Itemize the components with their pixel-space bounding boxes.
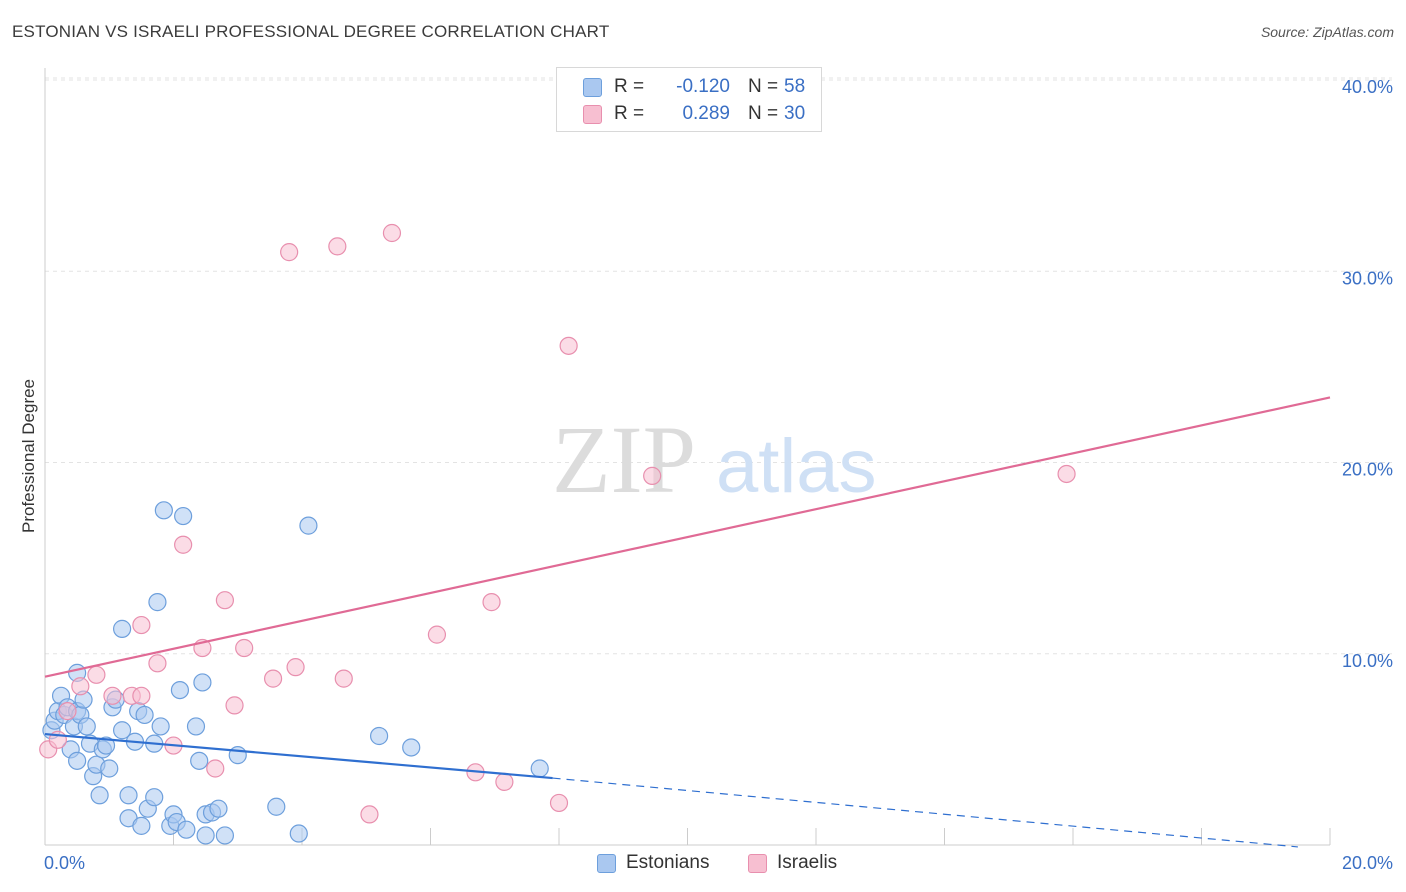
estonian-point bbox=[289, 824, 308, 843]
israeli-point bbox=[482, 593, 501, 612]
israeli-point bbox=[263, 669, 283, 688]
estonian-point bbox=[186, 717, 206, 736]
estonian-point bbox=[119, 786, 138, 805]
estonian-point bbox=[209, 799, 228, 818]
legend-row-israelis: R = 0.289 N = 30 bbox=[583, 101, 805, 127]
israeli-point bbox=[132, 615, 151, 635]
israeli-point bbox=[58, 702, 77, 721]
israeli-point bbox=[215, 591, 234, 610]
estonian-point bbox=[148, 593, 167, 612]
y-axis-title: Professional Degree bbox=[19, 379, 38, 533]
r-label: R = bbox=[614, 76, 645, 97]
estonian-point bbox=[402, 738, 421, 757]
watermark-atlas: atlas bbox=[716, 424, 877, 509]
estonian-point bbox=[196, 826, 215, 845]
estonian-point bbox=[96, 736, 116, 755]
x-tick-label: 0.0% bbox=[44, 853, 85, 873]
israelis-trend-line bbox=[44, 396, 1331, 678]
estonian-point bbox=[145, 788, 164, 807]
y-tick-label: 10.0% bbox=[1342, 651, 1393, 671]
legend-item-israelis[interactable]: Israelis bbox=[748, 852, 837, 874]
estonian-point bbox=[193, 673, 212, 692]
grid-layer bbox=[45, 77, 1392, 655]
estonians-swatch bbox=[597, 853, 616, 873]
x-tick-label: 20.0% bbox=[1342, 853, 1393, 873]
n-label: N = bbox=[748, 103, 779, 124]
estonians-trend-line bbox=[44, 732, 553, 780]
y-tick-label: 20.0% bbox=[1342, 460, 1393, 480]
israeli-point bbox=[334, 669, 353, 688]
estonian-point bbox=[174, 506, 193, 526]
estonian-point bbox=[90, 786, 109, 805]
israeli-point bbox=[1057, 464, 1076, 484]
y-tick-label: 30.0% bbox=[1342, 268, 1393, 288]
n-value: 30 bbox=[784, 103, 806, 124]
r-label: R = bbox=[614, 103, 645, 124]
israeli-point bbox=[427, 625, 447, 644]
estonians-trend-extension bbox=[552, 777, 1298, 848]
estonian-point bbox=[299, 516, 318, 535]
estonian-point bbox=[112, 721, 132, 740]
estonian-point bbox=[77, 717, 96, 736]
n-label: N = bbox=[748, 76, 779, 97]
legend-item-estonians[interactable]: Estonians bbox=[597, 852, 709, 874]
estonian-point bbox=[530, 759, 549, 778]
estonians-swatch bbox=[583, 77, 602, 97]
israeli-point bbox=[103, 686, 122, 705]
estonian-point bbox=[68, 751, 87, 770]
israeli-point bbox=[328, 237, 347, 256]
r-value: 0.289 bbox=[682, 103, 730, 124]
trend-layer bbox=[44, 396, 1331, 848]
estonian-point bbox=[267, 797, 286, 816]
israeli-point bbox=[225, 696, 244, 715]
stats-legend: R = -0.120 N = 58 R = 0.289 N = 30 bbox=[556, 67, 822, 132]
israeli-point bbox=[286, 658, 305, 677]
watermark: ZIP atlas bbox=[552, 406, 877, 513]
israeli-point bbox=[559, 336, 578, 355]
israeli-point bbox=[495, 772, 514, 791]
r-value: -0.120 bbox=[676, 76, 730, 97]
estonian-point bbox=[151, 717, 170, 736]
estonian-point bbox=[215, 826, 234, 845]
estonian-point bbox=[132, 816, 151, 835]
israeli-point bbox=[549, 793, 569, 813]
israeli-point bbox=[643, 466, 662, 485]
israeli-point bbox=[382, 223, 402, 243]
legend-label-estonians: Estonians bbox=[626, 852, 710, 873]
legend-label-israelis: Israelis bbox=[777, 852, 838, 873]
israeli-point bbox=[132, 686, 151, 705]
israeli-point bbox=[235, 638, 254, 658]
label-layer: 10.0% 20.0% 30.0% 40.0% 0.0% 20.0% Professiona… bbox=[19, 77, 1393, 873]
source-label: Source: ZipAtlas.com bbox=[1260, 24, 1394, 40]
points-layer bbox=[39, 223, 1076, 845]
estonian-point bbox=[170, 680, 190, 700]
estonian-point bbox=[154, 501, 173, 520]
israeli-point bbox=[206, 759, 225, 778]
israeli-point bbox=[280, 243, 299, 262]
israelis-swatch bbox=[748, 853, 767, 873]
chart-title: ESTONIAN VS ISRAELI PROFESSIONAL DEGREE … bbox=[12, 22, 610, 41]
israeli-point bbox=[360, 805, 379, 824]
y-tick-label: 40.0% bbox=[1342, 77, 1393, 97]
israeli-point bbox=[71, 677, 90, 696]
israelis-swatch bbox=[583, 104, 602, 124]
israeli-point bbox=[174, 535, 193, 554]
estonian-point bbox=[112, 619, 132, 638]
israeli-point bbox=[87, 665, 106, 684]
n-value: 58 bbox=[784, 76, 806, 97]
estonian-point bbox=[135, 705, 154, 725]
estonian-point bbox=[177, 820, 196, 839]
estonian-point bbox=[370, 726, 389, 746]
watermark-zip: ZIP bbox=[552, 406, 696, 513]
legend-row-estonians: R = -0.120 N = 58 bbox=[583, 74, 805, 100]
estonian-point bbox=[190, 751, 209, 770]
estonian-point bbox=[100, 759, 119, 778]
israeli-point bbox=[148, 654, 167, 673]
